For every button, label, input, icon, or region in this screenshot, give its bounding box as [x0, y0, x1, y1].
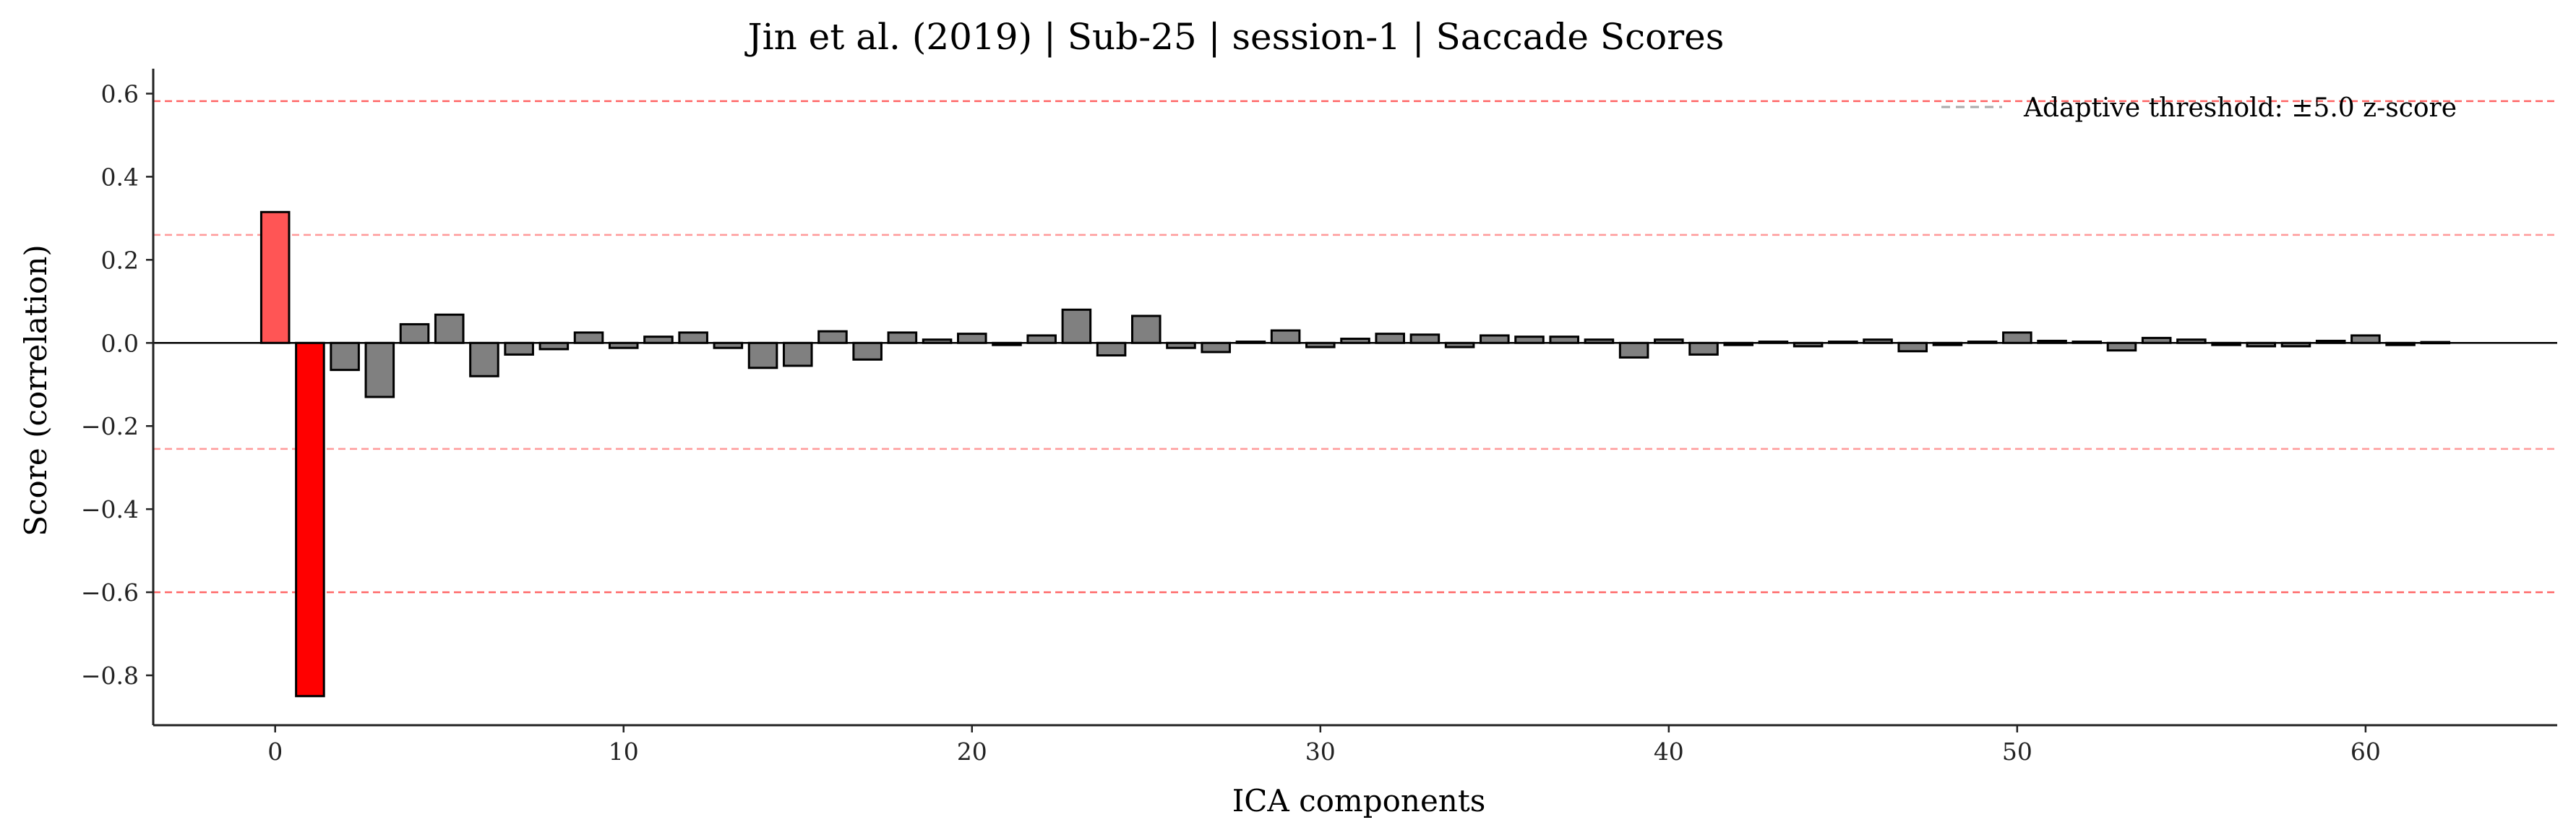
bar [1026, 334, 1057, 344]
bars [259, 210, 2451, 698]
bar [2002, 331, 2032, 344]
bar [469, 341, 499, 377]
bar [1131, 315, 1162, 344]
bar [434, 313, 465, 344]
y-tick-label: 0.0 [101, 329, 139, 357]
y-tick-label: −0.2 [81, 412, 139, 440]
bar [259, 210, 291, 344]
x-axis-label: ICA components [1232, 783, 1486, 818]
y-tick-label: 0.2 [101, 246, 139, 274]
legend-label: Adaptive threshold: ±5.0 z-score [2023, 93, 2457, 123]
bar [1618, 341, 1649, 359]
bar [330, 341, 360, 372]
y-tick-label: 0.4 [101, 163, 139, 191]
bar [643, 335, 674, 344]
bar [399, 322, 430, 344]
bar [782, 341, 813, 367]
bar [852, 341, 883, 361]
bar [1061, 308, 1092, 344]
chart-title: Jin et al. (2019) | Sub-25 | session-1 |… [744, 16, 1725, 58]
x-tick-label: 50 [2002, 737, 2032, 766]
bar [573, 331, 604, 344]
legend: Adaptive threshold: ±5.0 z-score [1941, 93, 2457, 123]
x-tick-label: 40 [1654, 737, 1684, 766]
bar [1480, 334, 1510, 344]
bar [1897, 341, 1928, 353]
bar [504, 341, 534, 356]
x-tick-label: 10 [609, 737, 639, 766]
threshold-lines [153, 100, 2557, 594]
bar [538, 341, 570, 351]
bar [2350, 334, 2381, 344]
y-axis-label: Score (correlation) [18, 244, 53, 536]
bar [817, 330, 848, 344]
x-tick-label: 30 [1305, 737, 1336, 766]
axes: 0 10 20 30 40 50 60 −0.8 −0.6 −0.4 −0.2 0.0 0.2 0.4 0.… [81, 69, 2557, 766]
bar [295, 341, 325, 698]
bar [1549, 335, 1579, 344]
x-tick-label: 0 [267, 737, 283, 766]
bar [678, 331, 708, 344]
y-tick-label: 0.6 [101, 80, 139, 108]
bar [1409, 333, 1441, 344]
bar [1201, 341, 1231, 354]
bar [1375, 333, 1405, 344]
x-tick-label: 60 [2350, 737, 2381, 766]
x-tick-label: 20 [957, 737, 987, 766]
bar [956, 333, 987, 344]
bar [747, 341, 778, 369]
y-tick-label: −0.8 [81, 662, 139, 690]
bar [1270, 329, 1301, 344]
y-tick-label: −0.4 [81, 495, 139, 523]
y-tick-label: −0.6 [81, 578, 139, 607]
bar [1096, 341, 1127, 357]
bar [1688, 341, 1719, 356]
bar [1514, 335, 1545, 344]
bar [887, 331, 918, 344]
bar [2106, 341, 2137, 352]
bar [364, 341, 395, 398]
